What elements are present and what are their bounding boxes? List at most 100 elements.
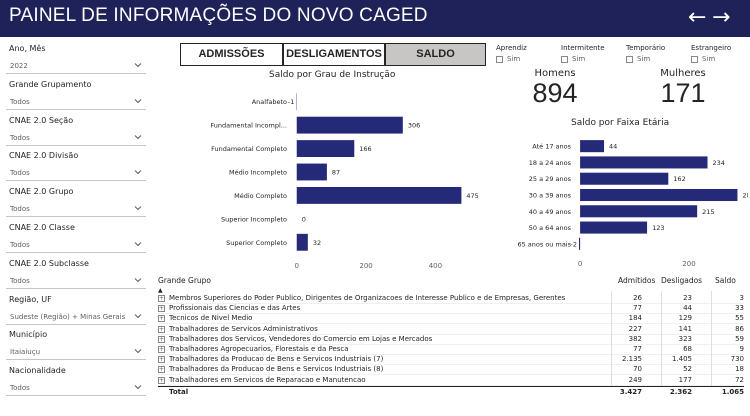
education-chart: Analfabeto -1 Fundamental Incompl... 306 Fun… xyxy=(210,93,479,269)
bar[interactable] xyxy=(296,140,355,158)
education-chart-title: Saldo por Grau de Instrução xyxy=(269,70,396,80)
back-arrow-icon[interactable]: ← xyxy=(688,5,707,30)
tab-saldo[interactable]: SALDO xyxy=(385,43,486,66)
table-row[interactable]: + Trabalhadores da Producao de Bens e Ser… xyxy=(158,354,744,366)
row-saldo: 72 xyxy=(735,375,744,384)
tab-desligamentos[interactable]: DESLIGAMENTOS xyxy=(283,43,385,66)
row-saldo: 730 xyxy=(730,355,744,364)
filter-dropdown[interactable]: Todos xyxy=(6,166,146,182)
row-admitidos: 26 xyxy=(633,294,642,302)
row-admitidos: 382 xyxy=(628,334,642,343)
type-filter-checkbox[interactable]: Sim xyxy=(691,55,731,65)
chevron-down-icon xyxy=(134,206,142,211)
row-group: Membros Superiores do Poder Publico, Dir… xyxy=(169,294,566,302)
data-label: 289 xyxy=(742,192,748,200)
table-row[interactable]: + Tecnicos de Nivel Medio 184 129 55 xyxy=(158,313,744,325)
row-group: Trabalhadores Agropecuarios, Florestais … xyxy=(169,345,349,353)
expand-icon[interactable]: + xyxy=(158,315,165,323)
category-label: 50 a 64 anos xyxy=(529,224,572,232)
bar[interactable] xyxy=(580,205,698,218)
col-header-group[interactable]: Grande Grupo xyxy=(158,276,212,285)
type-filter-checkbox[interactable]: Sim xyxy=(626,55,666,65)
filter-dropdown[interactable]: Todos xyxy=(6,238,146,253)
data-label: 306 xyxy=(408,122,420,130)
expand-icon[interactable]: + xyxy=(158,346,165,353)
chevron-down-icon xyxy=(134,385,142,390)
category-label: 25 a 29 anos xyxy=(529,175,572,183)
bar[interactable] xyxy=(580,140,605,153)
filter-dropdown[interactable]: Todos xyxy=(6,130,146,146)
filter-label: CNAE 2.0 Subclasse xyxy=(9,258,89,268)
table-total-row: Total 3.427 2.362 1.065 xyxy=(158,385,744,397)
table-row[interactable]: + Trabalhadores de Servicos Administrativ… xyxy=(158,324,744,335)
table-row[interactable]: + Profissionais das Ciencias e das Artes 7… xyxy=(158,303,744,315)
chevron-down-icon xyxy=(134,277,142,283)
table-row[interactable]: + Trabalhadores dos Servicos, Vendedores … xyxy=(158,334,744,345)
type-filter-1: Intermitente Sim xyxy=(561,44,605,63)
women-card-value: 171 xyxy=(660,78,706,108)
filter-value: 2022 xyxy=(10,62,28,70)
row-saldo: 18 xyxy=(735,365,744,374)
filter-label: Município xyxy=(9,330,48,340)
filter-value: Todos xyxy=(10,97,30,106)
filter-dropdown[interactable]: Todos xyxy=(6,94,146,110)
x-tick-label: 0 xyxy=(294,262,298,269)
table-row[interactable]: + Trabalhadores em Servicos de Reparacao … xyxy=(158,375,744,386)
data-label: 87 xyxy=(332,169,340,177)
filter-dropdown[interactable]: Todos xyxy=(6,381,146,397)
type-filter-label: Aprendiz xyxy=(496,44,527,52)
filter-dropdown[interactable]: Todos xyxy=(6,273,146,289)
col-header-admitidos[interactable]: Admitidos xyxy=(618,276,656,285)
col-header-saldo[interactable]: Saldo xyxy=(715,276,736,285)
filter-dropdown[interactable]: Todos xyxy=(6,202,146,218)
row-group: Trabalhadores em Servicos de Reparacao e… xyxy=(169,375,366,384)
expand-icon[interactable]: + xyxy=(158,305,165,313)
expand-icon[interactable]: + xyxy=(158,325,165,333)
x-tick-label: 200 xyxy=(359,262,372,269)
filter-value: Todos xyxy=(10,205,30,214)
row-desligados: 1.405 xyxy=(671,355,692,364)
filter-dropdown[interactable]: Sudeste (Região) + Minas Gerais (... xyxy=(6,309,146,325)
bar[interactable] xyxy=(580,156,708,169)
bar[interactable] xyxy=(579,237,581,250)
type-filter-checkbox[interactable]: Sim xyxy=(561,55,601,65)
row-saldo: 59 xyxy=(735,334,744,343)
filter-dropdown[interactable]: 2022 xyxy=(6,59,146,74)
forward-arrow-icon[interactable]: → xyxy=(712,5,731,30)
category-label: Fundamental Incompl... xyxy=(210,122,287,130)
expand-icon[interactable]: + xyxy=(158,376,165,384)
bar[interactable] xyxy=(580,188,738,202)
data-label: 215 xyxy=(702,208,714,216)
bar[interactable] xyxy=(580,172,669,185)
row-group: Trabalhadores da Producao de Bens e Serv… xyxy=(169,355,384,364)
filter-value: Todos xyxy=(10,276,30,285)
bar[interactable] xyxy=(580,221,648,234)
filter-label: CNAE 2.0 Classe xyxy=(9,223,75,232)
filter-value: Sudeste (Região) + Minas Gerais (... xyxy=(10,312,128,321)
men-card-label: Homens xyxy=(534,68,576,79)
age-chart: Até 17 anos 44 18 a 24 anos 234 25 a 29 anos… xyxy=(517,140,748,268)
table-row[interactable]: + Trabalhadores Agropecuarios, Florestais… xyxy=(158,344,744,355)
filter-label: Ano, Mês xyxy=(9,44,46,53)
bar[interactable] xyxy=(296,233,308,251)
bar[interactable] xyxy=(296,116,403,134)
tab-admissoes[interactable]: ADMISSÕES xyxy=(180,43,283,66)
table-row[interactable]: + Trabalhadores da Producao de Bens e Ser… xyxy=(158,364,744,376)
table-row[interactable]: + Membros Superiores do Poder Publico, Di… xyxy=(158,293,744,304)
expand-icon[interactable]: + xyxy=(158,295,165,302)
total-saldo: 1.065 xyxy=(721,387,744,396)
total-desligados: 2.362 xyxy=(669,387,692,396)
bar[interactable] xyxy=(296,163,327,181)
col-header-desligados[interactable]: Desligados xyxy=(661,276,703,285)
row-desligados: 129 xyxy=(678,314,692,323)
expand-icon[interactable]: + xyxy=(158,366,165,374)
type-filter-checkbox[interactable]: Sim xyxy=(496,55,536,65)
filter-label: CNAE 2.0 Seção xyxy=(9,115,74,125)
expand-icon[interactable]: + xyxy=(158,356,165,364)
row-admitidos: 184 xyxy=(628,314,642,323)
filter-dropdown[interactable]: Itaiaiuçu xyxy=(6,345,146,361)
type-filter-0: Aprendiz Sim xyxy=(496,44,527,63)
expand-icon[interactable]: + xyxy=(158,335,165,343)
bar[interactable] xyxy=(296,186,462,204)
row-desligados: 141 xyxy=(678,324,692,333)
